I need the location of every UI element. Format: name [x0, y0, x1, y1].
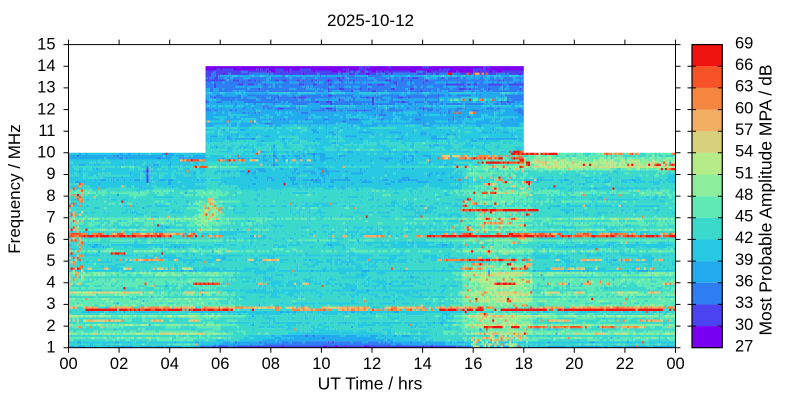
- svg-text:57: 57: [735, 121, 753, 139]
- svg-text:45: 45: [735, 208, 753, 226]
- svg-text:33: 33: [735, 294, 753, 312]
- svg-text:36: 36: [735, 273, 753, 291]
- svg-text:16: 16: [464, 355, 482, 373]
- svg-text:51: 51: [735, 164, 753, 182]
- svg-text:27: 27: [735, 338, 753, 356]
- svg-text:39: 39: [735, 251, 753, 269]
- svg-text:60: 60: [735, 99, 753, 117]
- svg-text:14: 14: [37, 57, 55, 75]
- svg-text:15: 15: [37, 35, 55, 53]
- svg-text:69: 69: [735, 34, 753, 52]
- svg-text:12: 12: [37, 100, 55, 118]
- svg-text:48: 48: [735, 186, 753, 204]
- svg-text:30: 30: [735, 316, 753, 334]
- svg-text:10: 10: [37, 144, 55, 162]
- svg-text:8: 8: [46, 187, 55, 205]
- svg-text:7: 7: [46, 209, 55, 227]
- svg-text:9: 9: [46, 165, 55, 183]
- svg-text:00: 00: [59, 355, 77, 373]
- svg-text:08: 08: [262, 355, 280, 373]
- svg-text:54: 54: [735, 143, 753, 161]
- svg-text:13: 13: [37, 79, 55, 97]
- svg-text:5: 5: [46, 252, 55, 270]
- svg-text:10: 10: [312, 355, 330, 373]
- svg-text:2: 2: [46, 317, 55, 335]
- svg-text:14: 14: [413, 355, 431, 373]
- svg-text:Most Probable Amplitude MPA /: Most Probable Amplitude MPA / dB: [756, 64, 776, 335]
- svg-text:22: 22: [616, 355, 634, 373]
- svg-text:63: 63: [735, 78, 753, 96]
- svg-text:UT Time / hrs: UT Time / hrs: [318, 374, 423, 394]
- svg-text:18: 18: [515, 355, 533, 373]
- svg-text:3: 3: [46, 295, 55, 313]
- svg-text:04: 04: [161, 355, 179, 373]
- svg-text:66: 66: [735, 56, 753, 74]
- svg-text:20: 20: [565, 355, 583, 373]
- svg-text:42: 42: [735, 229, 753, 247]
- svg-text:02: 02: [110, 355, 128, 373]
- svg-text:Frequency / MHz: Frequency / MHz: [5, 124, 24, 253]
- svg-text:00: 00: [666, 355, 684, 373]
- svg-text:1: 1: [46, 338, 55, 356]
- svg-text:12: 12: [363, 355, 381, 373]
- svg-text:6: 6: [46, 230, 55, 248]
- svg-text:06: 06: [211, 355, 229, 373]
- svg-text:11: 11: [38, 122, 55, 140]
- svg-text:4: 4: [46, 273, 55, 291]
- svg-text:2025-10-12: 2025-10-12: [327, 11, 414, 30]
